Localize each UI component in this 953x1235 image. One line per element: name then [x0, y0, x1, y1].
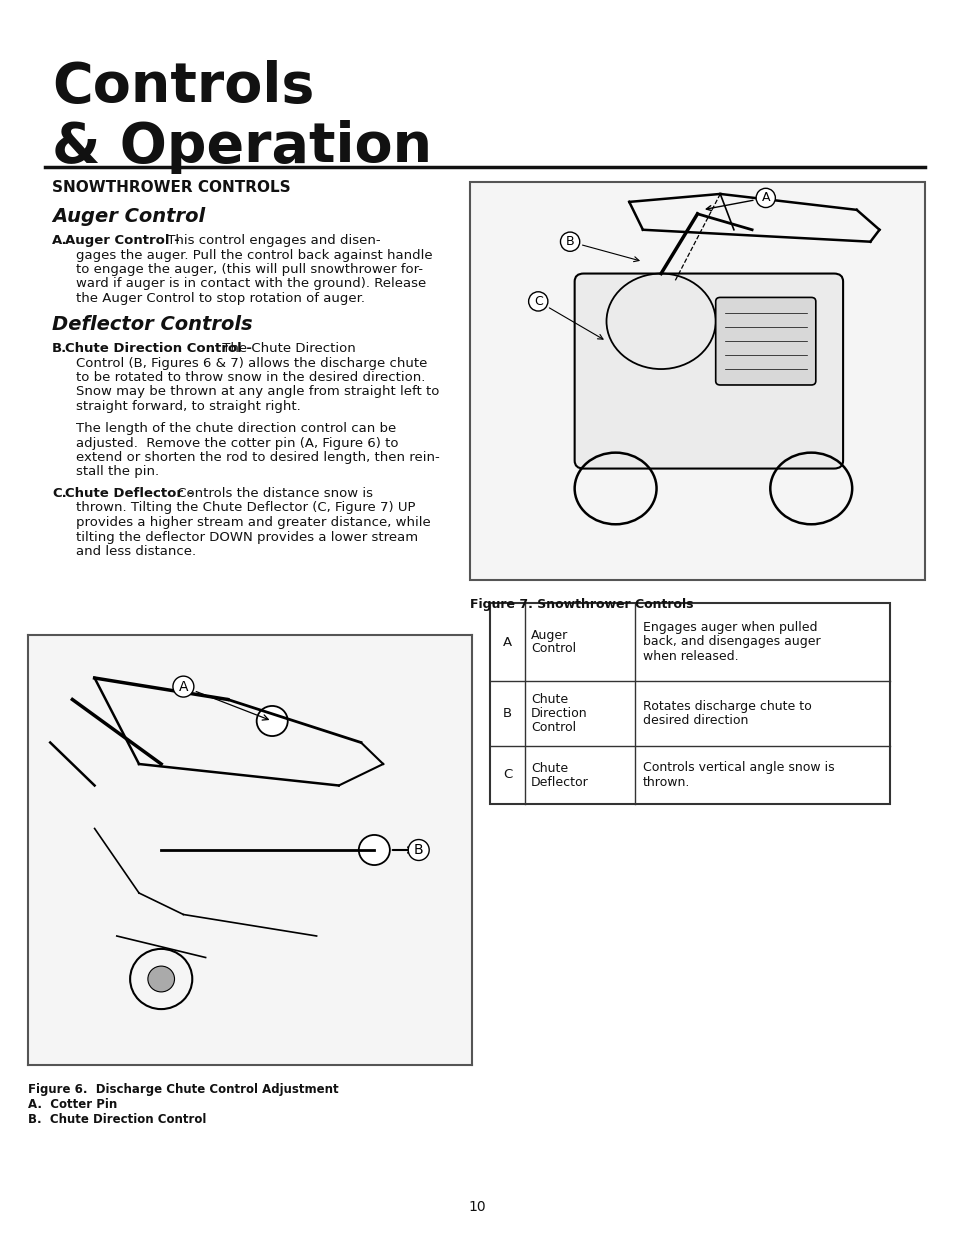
Text: when released.: when released.: [642, 650, 738, 662]
Text: A.  Cotter Pin: A. Cotter Pin: [28, 1098, 117, 1112]
Text: back, and disengages auger: back, and disengages auger: [642, 636, 820, 648]
Text: stall the pin.: stall the pin.: [76, 466, 159, 478]
Text: to engage the auger, (this will pull snowthrower for-: to engage the auger, (this will pull sno…: [76, 263, 422, 275]
Text: to be rotated to throw snow in the desired direction.: to be rotated to throw snow in the desir…: [76, 370, 425, 384]
Text: Snow may be thrown at any angle from straight left to: Snow may be thrown at any angle from str…: [76, 385, 439, 399]
Text: A: A: [502, 636, 512, 648]
FancyBboxPatch shape: [574, 273, 842, 468]
Text: This control engages and disen-: This control engages and disen-: [163, 233, 380, 247]
Text: ward if auger is in contact with the ground). Release: ward if auger is in contact with the gro…: [76, 278, 426, 290]
Text: Controls vertical angle snow is: Controls vertical angle snow is: [642, 762, 834, 774]
Text: Controls the distance snow is: Controls the distance snow is: [172, 487, 373, 500]
Text: A: A: [705, 191, 769, 211]
Text: Chute Direction Control -: Chute Direction Control -: [65, 342, 252, 354]
Circle shape: [358, 835, 390, 864]
Text: C.: C.: [52, 487, 67, 500]
Text: Deflector: Deflector: [531, 776, 588, 788]
Text: Chute: Chute: [531, 693, 568, 706]
Text: Deflector Controls: Deflector Controls: [52, 315, 253, 333]
Circle shape: [256, 706, 288, 736]
Text: the Auger Control to stop rotation of auger.: the Auger Control to stop rotation of au…: [76, 291, 365, 305]
Text: gages the auger. Pull the control back against handle: gages the auger. Pull the control back a…: [76, 248, 432, 262]
Text: straight forward, to straight right.: straight forward, to straight right.: [76, 400, 300, 412]
Text: B: B: [414, 844, 423, 857]
Text: 10: 10: [468, 1200, 485, 1214]
Text: C: C: [534, 295, 602, 340]
Text: and less distance.: and less distance.: [76, 545, 196, 558]
Text: Figure 7. Snowthrower Controls: Figure 7. Snowthrower Controls: [470, 598, 693, 611]
Circle shape: [148, 966, 174, 992]
Text: thrown. Tilting the Chute Deflector (C, Figure 7) UP: thrown. Tilting the Chute Deflector (C, …: [76, 501, 416, 515]
Text: Chute Deflector -: Chute Deflector -: [65, 487, 193, 500]
Text: Rotates discharge chute to: Rotates discharge chute to: [642, 700, 811, 713]
Text: A: A: [178, 679, 268, 720]
Text: B: B: [565, 235, 639, 262]
Text: B.  Chute Direction Control: B. Chute Direction Control: [28, 1113, 206, 1126]
Text: Direction: Direction: [531, 706, 587, 720]
Text: B.: B.: [52, 342, 67, 354]
Text: Controls: Controls: [52, 61, 314, 114]
Text: The Chute Direction: The Chute Direction: [218, 342, 355, 354]
Bar: [470, 182, 924, 580]
Text: The length of the chute direction control can be: The length of the chute direction contro…: [76, 422, 395, 435]
Text: Figure 6.  Discharge Chute Control Adjustment: Figure 6. Discharge Chute Control Adjust…: [28, 1083, 338, 1095]
Text: Control: Control: [531, 721, 576, 734]
Text: SNOWTHROWER CONTROLS: SNOWTHROWER CONTROLS: [52, 180, 291, 195]
Bar: [490, 603, 889, 804]
Text: Auger: Auger: [531, 629, 568, 641]
Text: A.: A.: [52, 233, 68, 247]
FancyBboxPatch shape: [715, 298, 815, 385]
Text: Control: Control: [531, 642, 576, 656]
Text: provides a higher stream and greater distance, while: provides a higher stream and greater dis…: [76, 516, 431, 529]
Text: tilting the deflector DOWN provides a lower stream: tilting the deflector DOWN provides a lo…: [76, 531, 417, 543]
Text: extend or shorten the rod to desired length, then rein-: extend or shorten the rod to desired len…: [76, 451, 439, 464]
Text: Auger Control -: Auger Control -: [65, 233, 179, 247]
Text: Chute: Chute: [531, 762, 568, 774]
Text: C: C: [502, 768, 512, 782]
Text: thrown.: thrown.: [642, 776, 690, 788]
Text: desired direction: desired direction: [642, 714, 747, 727]
Text: B: B: [502, 706, 512, 720]
Text: adjusted.  Remove the cotter pin (A, Figure 6) to: adjusted. Remove the cotter pin (A, Figu…: [76, 436, 398, 450]
Text: & Operation: & Operation: [52, 120, 432, 174]
Text: Control (B, Figures 6 & 7) allows the discharge chute: Control (B, Figures 6 & 7) allows the di…: [76, 357, 427, 369]
Text: Engages auger when pulled: Engages auger when pulled: [642, 621, 817, 635]
Text: Auger Control: Auger Control: [52, 207, 205, 226]
